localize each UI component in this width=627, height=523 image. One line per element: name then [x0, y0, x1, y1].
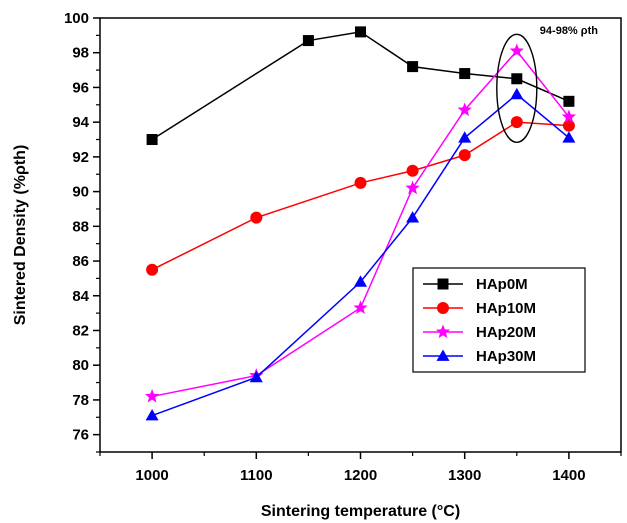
series-line	[151, 121, 569, 271]
data-point	[563, 95, 575, 107]
y-tick-label: 88	[72, 218, 89, 235]
y-tick-label: 76	[72, 427, 89, 444]
data-point	[146, 263, 159, 276]
data-point	[458, 131, 472, 143]
data-point	[562, 131, 576, 143]
series-HAp10M	[146, 116, 575, 276]
legend-marker	[437, 278, 449, 290]
legend: HAp0M HAp10M HAp20M HAp30M	[412, 267, 586, 373]
x-tick-label: 1000	[135, 467, 168, 484]
series-HAp0M	[146, 26, 575, 146]
data-point	[406, 164, 419, 177]
annotation-layer: 94-98% ρth	[496, 25, 598, 144]
data-point	[511, 73, 523, 85]
y-tick-label: 100	[64, 10, 89, 27]
data-point	[250, 211, 263, 224]
data-point	[302, 35, 314, 47]
legend-label: HAp10M	[476, 300, 536, 317]
y-tick-label: 94	[72, 114, 89, 131]
legend-entry: HAp20M	[423, 324, 536, 341]
data-point	[457, 102, 472, 117]
data-point	[509, 43, 524, 58]
y-tick-label: 86	[72, 253, 89, 270]
data-point	[562, 119, 575, 132]
y-tick-label: 90	[72, 184, 89, 201]
legend-marker	[437, 302, 449, 314]
legend-entry: HAp10M	[423, 300, 536, 317]
legend-label: HAp0M	[476, 276, 528, 293]
data-point	[510, 87, 524, 100]
legend-marker	[435, 324, 451, 339]
x-axis-title: Sintering temperature (°C)	[261, 503, 460, 520]
data-point	[406, 211, 420, 223]
x-tick-label: 1400	[552, 467, 585, 484]
y-tick-label: 92	[72, 149, 89, 166]
series-layer	[144, 26, 577, 421]
data-point	[405, 180, 420, 195]
series-line	[151, 31, 570, 141]
y-tick-label: 96	[72, 79, 89, 96]
data-point	[146, 134, 158, 146]
legend-entry: HAp30M	[423, 348, 536, 365]
y-tick-label: 80	[72, 357, 89, 374]
data-point	[353, 300, 368, 314]
data-point	[354, 176, 367, 189]
data-point	[144, 388, 160, 403]
x-tick-label: 1300	[448, 467, 481, 484]
data-point	[354, 275, 367, 287]
data-point	[459, 68, 471, 80]
data-point	[249, 370, 263, 383]
x-tick-label: 1200	[344, 467, 377, 484]
annotation-label: 94-98% ρth	[540, 25, 598, 37]
legend-label: HAp20M	[476, 324, 536, 341]
annotation-ellipse	[496, 33, 538, 144]
data-point	[561, 109, 577, 124]
axes: 1000 1100 1200 1300 1400 76 78 80 82 84 86 88 90 92 94…	[64, 10, 622, 484]
data-point	[355, 26, 366, 38]
data-point	[458, 149, 471, 162]
y-tick-label: 84	[72, 288, 89, 305]
legend-entry: HAp0M	[423, 276, 528, 293]
data-point	[145, 409, 159, 421]
data-point	[510, 116, 523, 129]
y-axis-title: Sintered Density (%ρth)	[12, 145, 29, 326]
y-tick-label: 78	[72, 392, 89, 409]
data-point	[407, 61, 419, 73]
y-tick-label: 82	[72, 322, 89, 339]
legend-marker	[436, 349, 450, 361]
legend-label: HAp30M	[476, 348, 536, 365]
x-tick-label: 1100	[240, 467, 273, 484]
series-HAp30M	[145, 87, 576, 421]
y-tick-label: 98	[72, 45, 89, 62]
